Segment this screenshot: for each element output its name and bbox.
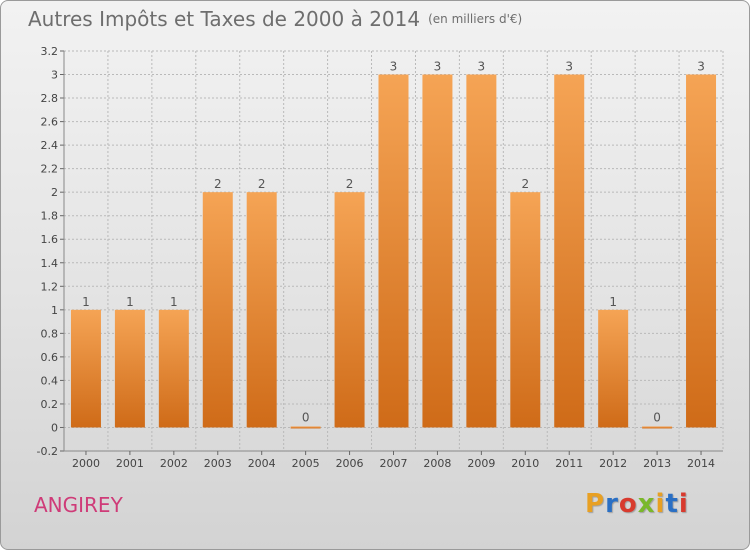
- y-tick-label: 0.6: [41, 351, 59, 364]
- proxiti-logo[interactable]: Proxiti: [585, 489, 689, 519]
- data-label: 3: [478, 60, 486, 74]
- bar: [422, 74, 453, 428]
- x-tick-label: 2005: [292, 457, 320, 470]
- y-tick-label: 0: [51, 421, 58, 434]
- x-tick-label: 2007: [380, 457, 408, 470]
- bar: [246, 192, 277, 428]
- x-tick-label: 2009: [467, 457, 495, 470]
- bars: [70, 74, 717, 429]
- bar: [642, 426, 673, 429]
- data-label: 0: [302, 410, 310, 424]
- y-tick-label: 2.4: [41, 139, 59, 152]
- y-tick-label: 3.2: [41, 45, 59, 58]
- x-tick-label: 2006: [336, 457, 364, 470]
- y-tick-label: 1.4: [41, 257, 59, 270]
- logo-letter: i: [655, 489, 666, 519]
- bar: [378, 74, 409, 428]
- bar: [686, 74, 717, 428]
- y-tick-label: 1.8: [41, 210, 59, 223]
- logo-letter: x: [637, 489, 656, 519]
- bar: [334, 192, 365, 428]
- x-tick-label: 2008: [423, 457, 451, 470]
- logo-letter: o: [618, 489, 638, 519]
- data-label: 0: [653, 410, 661, 424]
- x-tick-label: 2001: [116, 457, 144, 470]
- y-tick-label: 0.4: [41, 374, 59, 387]
- x-tick-label: 2013: [643, 457, 671, 470]
- data-label: 1: [170, 295, 178, 309]
- data-label: 2: [258, 177, 266, 191]
- location-name: ANGIREY: [34, 493, 123, 517]
- bar: [554, 74, 585, 428]
- bar: [510, 192, 541, 428]
- data-label: 1: [82, 295, 90, 309]
- data-label: 3: [565, 60, 573, 74]
- data-label: 1: [609, 295, 617, 309]
- y-tick-label: 2.2: [41, 163, 59, 176]
- y-tick-label: 3: [51, 69, 58, 82]
- x-tick-label: 2012: [599, 457, 627, 470]
- y-tick-label: 0.8: [41, 327, 59, 340]
- bar: [202, 192, 233, 428]
- y-tick-label: 1.6: [41, 233, 59, 246]
- axes: -0.2 0 0.2 0.4 0.6 0.8 1 1.2 1.4 1.6 1.8 2 2.2 2.4 2.6…: [37, 45, 723, 470]
- chart-title-text: Autres Impôts et Taxes de 2000 à 2014: [28, 7, 421, 31]
- data-label: 2: [521, 177, 529, 191]
- logo-letter: P: [585, 489, 606, 519]
- y-tick-label: -0.2: [37, 445, 58, 458]
- bar: [70, 309, 101, 428]
- logo-letter: i: [678, 489, 689, 519]
- bar: [598, 309, 629, 428]
- chart-subtitle: (en milliers d'€): [428, 12, 523, 26]
- x-tick-label: 2010: [511, 457, 539, 470]
- y-tick-label: 2: [51, 186, 58, 199]
- data-label: 3: [434, 60, 442, 74]
- x-tick-label: 2002: [160, 457, 188, 470]
- x-tick-label: 2011: [555, 457, 583, 470]
- bar: [158, 309, 189, 428]
- x-tick-label: 2000: [72, 457, 100, 470]
- y-tick-label: 2.6: [41, 116, 59, 129]
- x-tick-label: 2014: [687, 457, 715, 470]
- y-tick-label: 1: [51, 304, 58, 317]
- x-tick-label: 2003: [204, 457, 232, 470]
- logo-letter: r: [605, 489, 619, 519]
- data-label: 2: [346, 177, 354, 191]
- bar: [290, 426, 321, 429]
- y-tick-label: 0.2: [41, 398, 59, 411]
- bar: [466, 74, 497, 428]
- data-label: 3: [390, 60, 398, 74]
- x-tick-label: 2004: [248, 457, 276, 470]
- data-label: 2: [214, 177, 222, 191]
- data-labels: 1 1 1 2 2 0 2 3 3 3 2 3 1 0 3: [82, 60, 705, 425]
- bar: [114, 309, 145, 428]
- y-tick-label: 1.2: [41, 280, 59, 293]
- data-label: 3: [697, 60, 705, 74]
- data-label: 1: [126, 295, 134, 309]
- chart-title: Autres Impôts et Taxes de 2000 à 2014 (en…: [28, 7, 522, 31]
- logo-letter: t: [665, 489, 679, 519]
- y-tick-label: 2.8: [41, 92, 59, 105]
